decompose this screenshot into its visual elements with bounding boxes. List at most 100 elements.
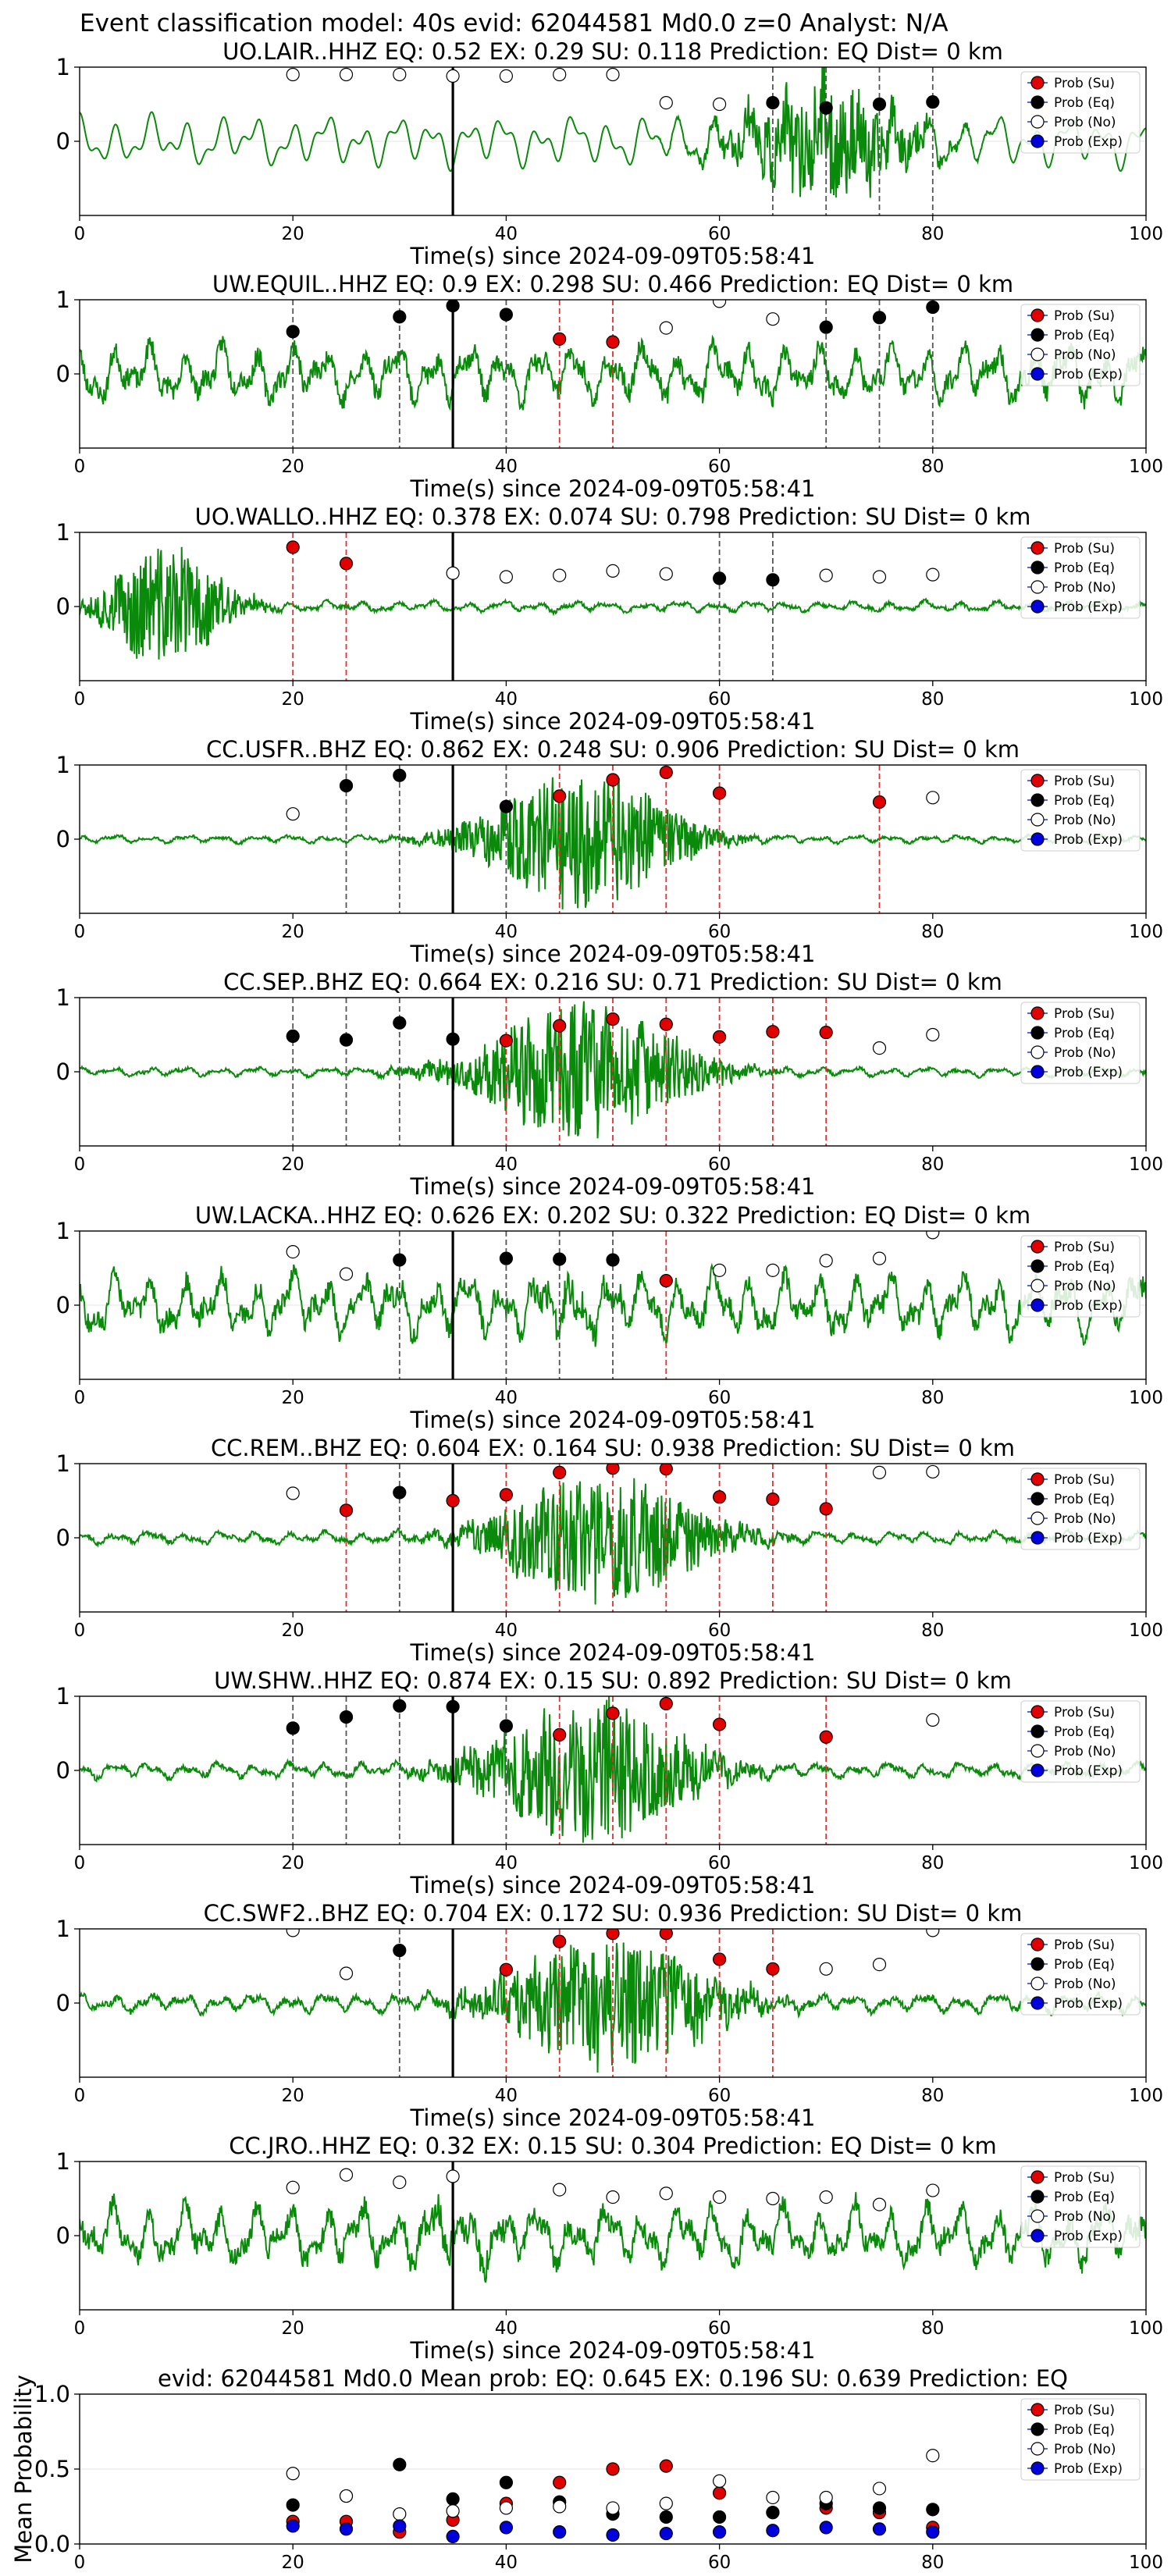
y-tick-label: 0 [56, 593, 70, 620]
station-panel: CC.JRO..HHZ EQ: 0.32 EX: 0.15 SU: 0.304 … [56, 2133, 1163, 2364]
legend-label: Prob (No) [1054, 115, 1116, 130]
x-tick-label: 80 [921, 2086, 944, 2106]
y-tick-label: 1 [56, 752, 70, 778]
x-tick-label: 20 [282, 2553, 304, 2573]
plot-area [80, 765, 1146, 913]
prob-su-point [286, 540, 300, 554]
legend-label: Prob (Exp) [1054, 832, 1123, 848]
legend: Prob (Su) Prob (Eq) Prob (No) Prob (Exp) [1020, 304, 1141, 386]
x-tick-label: 60 [708, 457, 731, 477]
prob-eq-point [766, 2506, 780, 2520]
x-tick-label: 20 [282, 1853, 304, 1873]
plot-area [286, 2449, 940, 2543]
x-tick-label: 80 [921, 1388, 944, 1408]
legend-label: Prob (Su) [1054, 541, 1115, 557]
legend-marker [1030, 560, 1045, 575]
prob-no-point [712, 1263, 727, 1277]
plot-area [80, 1929, 1146, 2077]
legend-marker [1030, 1957, 1045, 1971]
prob-no-point [659, 2186, 673, 2201]
legend-marker [1030, 1026, 1045, 1040]
x-tick-label: 60 [708, 1853, 731, 1873]
prob-no-point [712, 97, 727, 112]
x-tick-label: 80 [921, 1155, 944, 1175]
axes-frame [79, 299, 1147, 449]
y-tick-label: 0 [56, 1525, 70, 1551]
x-tick-label: 60 [708, 689, 731, 710]
panel-title: UW.SHW..HHZ EQ: 0.874 EX: 0.15 SU: 0.892… [214, 1667, 1012, 1694]
x-tick-label: 0 [74, 457, 86, 477]
panel-title: CC.SWF2..BHZ EQ: 0.704 EX: 0.172 SU: 0.9… [204, 1900, 1023, 1927]
legend-label: Prob (Su) [1054, 774, 1115, 789]
prob-no-point [339, 1267, 354, 1281]
prob-no-point [659, 96, 673, 110]
legend-label: Prob (Su) [1054, 1705, 1115, 1720]
prob-no-point [926, 2183, 940, 2197]
prob-exp-point [926, 2525, 940, 2539]
prob-no-point [766, 312, 780, 326]
prob-su-point [553, 1465, 567, 1480]
prob-no-point [553, 568, 567, 582]
legend-label: Prob (No) [1054, 580, 1116, 596]
prob-no-point [712, 2474, 727, 2488]
legend-marker [1030, 832, 1045, 846]
legend-marker [1030, 2461, 1045, 2475]
station-panel: UW.LACKA..HHZ EQ: 0.626 EX: 0.202 SU: 0.… [56, 1202, 1163, 1433]
prob-eq-point [339, 1033, 354, 1047]
y-tick-label: 1 [56, 984, 70, 1011]
y-tick-label: 0 [56, 1990, 70, 2016]
x-tick-label: 100 [1129, 922, 1163, 942]
legend-marker [1030, 1937, 1045, 1952]
legend-marker [1030, 1065, 1045, 1079]
prob-eq-point [393, 1253, 407, 1267]
legend-marker [1030, 367, 1045, 381]
prob-su-point [606, 773, 620, 787]
prob-no-point [286, 2467, 300, 2481]
prob-no-point [553, 2183, 567, 2197]
legend-marker [1030, 1511, 1045, 1525]
x-axis-label: Time(s) since 2024-09-09T05:58:41 [410, 1407, 816, 1433]
x-tick-label: 80 [921, 922, 944, 942]
prob-su-point [766, 1962, 780, 1976]
prob-no-point [659, 2496, 673, 2510]
plot-area [80, 1464, 1146, 1612]
prob-su-point [712, 1717, 727, 1731]
legend-label: Prob (Eq) [1054, 1492, 1115, 1507]
x-tick-label: 20 [282, 2318, 304, 2339]
station-panel: UO.LAIR..HHZ EQ: 0.52 EX: 0.29 SU: 0.118… [56, 38, 1163, 269]
y-tick-label: 1 [56, 519, 70, 546]
x-tick-label: 20 [282, 689, 304, 710]
prob-eq-point [499, 1251, 514, 1265]
y-tick-label: 0 [56, 128, 70, 155]
x-tick-label: 20 [282, 922, 304, 942]
axes-frame [79, 1463, 1147, 1613]
prob-eq-point [712, 571, 727, 585]
prob-no-point [606, 2501, 620, 2515]
y-tick-label: 0 [56, 826, 70, 852]
axes-frame [79, 1230, 1147, 1380]
legend-label: Prob (Su) [1054, 1240, 1115, 1255]
y-tick-label: 0 [56, 1059, 70, 1085]
prob-exp-point [659, 2526, 673, 2541]
prob-eq-point [659, 2510, 673, 2524]
legend: Prob (Su) Prob (Eq) Prob (No) Prob (Exp) [1020, 1235, 1141, 1318]
legend-label: Prob (No) [1054, 813, 1116, 828]
x-tick-label: 100 [1129, 224, 1163, 244]
legend-marker [1030, 328, 1045, 342]
x-tick-label: 0 [74, 1621, 86, 1641]
legend: Prob (Su) Prob (Eq) Prob (No) Prob (Exp) [1020, 1468, 1141, 1550]
prob-eq-point [499, 2475, 514, 2489]
legend-marker [1030, 600, 1045, 614]
prob-eq-point [393, 2457, 407, 2471]
legend: Prob (Su) Prob (Eq) Prob (No) Prob (Exp) [1020, 769, 1141, 852]
station-panel: UW.SHW..HHZ EQ: 0.874 EX: 0.15 SU: 0.892… [56, 1667, 1163, 1898]
prob-su-point [553, 1019, 567, 1033]
prob-no-point [872, 1251, 887, 1265]
prob-su-point [712, 1490, 727, 1504]
legend-marker [1030, 1279, 1045, 1293]
x-tick-label: 0 [74, 689, 86, 710]
x-tick-label: 100 [1129, 2318, 1163, 2339]
prob-su-point [712, 1030, 727, 1044]
x-tick-label: 80 [921, 2318, 944, 2339]
legend-marker [1030, 95, 1045, 109]
